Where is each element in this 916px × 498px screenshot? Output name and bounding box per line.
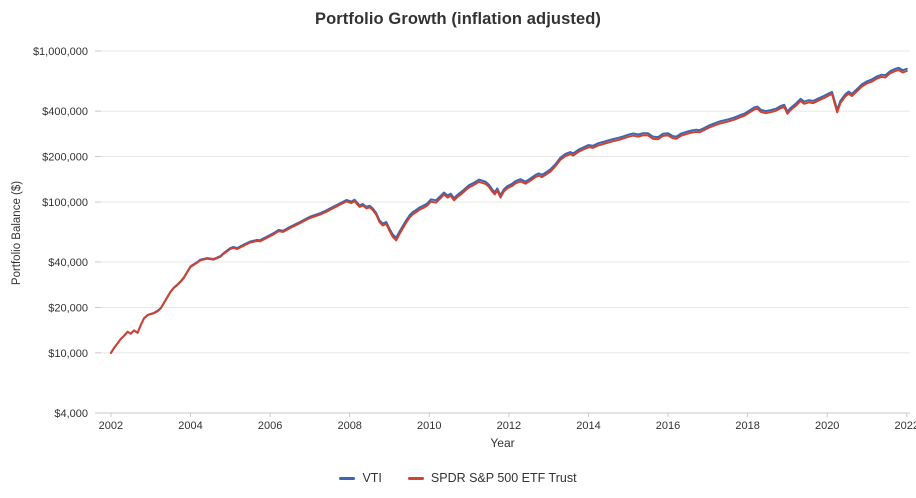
chart-plot-area: $1,000,000 $400,000 $200,000 $100,000 $40,00… (33, 46, 916, 432)
chart-legend: VTI SPDR S&P 500 ETF Trust (0, 471, 916, 485)
y-tick-label: $20,000 (48, 303, 88, 315)
x-tick-label: 2004 (178, 420, 202, 432)
y-tick-label: $400,000 (42, 106, 88, 118)
x-tick-label: 2010 (417, 420, 441, 432)
x-tick-label: 2002 (99, 420, 123, 432)
x-tick-label: 2016 (656, 420, 680, 432)
legend-item-spdr[interactable]: SPDR S&P 500 ETF Trust (407, 471, 577, 485)
y-tick-label: $40,000 (48, 257, 88, 269)
legend-label-spdr: SPDR S&P 500 ETF Trust (430, 471, 577, 485)
y-tick-label: $100,000 (42, 197, 88, 209)
x-tick-label: 2012 (497, 420, 521, 432)
x-tick-label: 2006 (258, 420, 282, 432)
x-axis-title: Year (490, 436, 515, 450)
x-tick-label: 2018 (735, 420, 759, 432)
series-line-vti (109, 66, 908, 354)
y-tick-label: $1,000,000 (33, 46, 88, 58)
legend-item-vti[interactable]: VTI (339, 471, 382, 485)
vti-line-swatch-icon (339, 476, 356, 480)
series-line-spdr (109, 69, 908, 354)
x-tick-label: 2020 (815, 420, 839, 432)
spdr-line-swatch-icon (407, 476, 424, 480)
y-tick-label: $4,000 (54, 408, 88, 420)
x-tick-label: 2022 (895, 420, 916, 432)
chart-title: Portfolio Growth (inflation adjusted) (314, 10, 601, 28)
y-tick-label: $200,000 (42, 152, 88, 164)
x-tick-label: 2014 (576, 420, 600, 432)
y-tick-label: $10,000 (48, 348, 88, 360)
x-tick-label: 2008 (337, 420, 361, 432)
legend-label-vti: VTI (362, 471, 382, 485)
